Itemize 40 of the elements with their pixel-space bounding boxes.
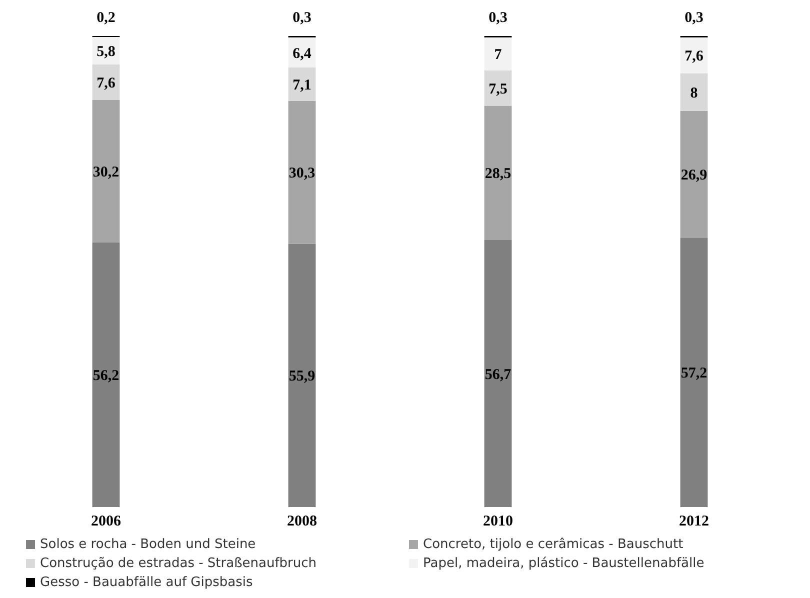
data-label: 8 xyxy=(690,85,698,102)
data-label: 7,6 xyxy=(96,75,116,92)
legend-label: Gesso - Bauabfälle auf Gipsbasis xyxy=(40,575,253,590)
x-tick-label: 2012 xyxy=(679,514,709,530)
data-label: 30,3 xyxy=(288,166,316,182)
bar xyxy=(288,101,316,244)
data-label: 55,9 xyxy=(288,368,316,385)
legend-label: Concreto, tijolo e cerâmicas - Bauschutt xyxy=(423,537,684,552)
data-label: 28,5 xyxy=(484,166,512,182)
bar xyxy=(92,242,120,507)
data-label: 0,3 xyxy=(292,10,312,26)
data-label: 57,2 xyxy=(680,366,708,382)
data-label: 0,3 xyxy=(488,10,508,26)
bar xyxy=(288,244,316,507)
data-label: 26,9 xyxy=(680,168,708,184)
bar xyxy=(92,100,120,242)
data-label: 30,2 xyxy=(92,164,120,180)
x-tick-label: 2010 xyxy=(483,514,513,530)
legend-label: Construção de estradas - Straßenaufbruch xyxy=(40,556,317,571)
bar xyxy=(484,106,512,240)
bar xyxy=(680,238,708,507)
x-tick-label: 2006 xyxy=(91,514,122,530)
bar xyxy=(680,110,708,238)
x-tick-label: 2008 xyxy=(287,514,317,530)
data-label: 5,8 xyxy=(96,44,116,60)
bar xyxy=(484,37,512,70)
data-label: 7,5 xyxy=(488,81,508,98)
data-label: 7,1 xyxy=(292,78,312,94)
data-label: 7 xyxy=(494,47,502,64)
bar xyxy=(680,73,708,111)
data-label: 56,7 xyxy=(484,366,512,383)
data-label: 7,6 xyxy=(684,48,704,65)
data-label: 0,3 xyxy=(684,10,704,26)
data-label: 0,2 xyxy=(96,10,116,26)
data-label: 6,4 xyxy=(292,46,312,62)
bar xyxy=(288,68,316,101)
legend-label: Papel, madeira, plástico - Baustellenabfälle xyxy=(423,556,704,571)
legend-label: Solos e rocha - Boden und Steine xyxy=(40,537,256,552)
bar xyxy=(484,240,512,507)
data-label: 56,2 xyxy=(92,368,120,384)
